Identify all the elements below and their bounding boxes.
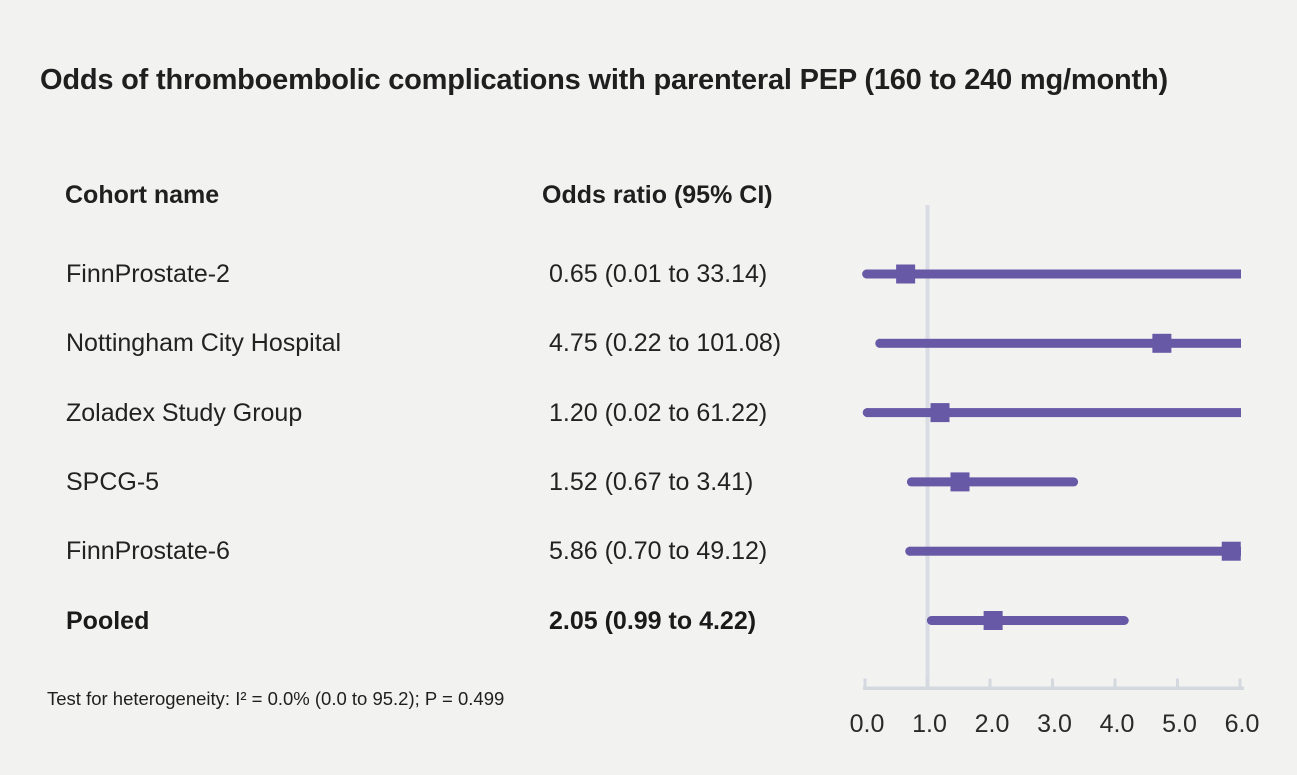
x-axis-tick (988, 678, 992, 688)
x-axis-tick (863, 678, 867, 688)
x-axis-tick (1051, 678, 1054, 688)
x-tick-label: 5.0 (1162, 710, 1197, 738)
odds-ratio-value-label: 1.20 (0.02 to 61.22) (549, 398, 768, 427)
ci-line (865, 269, 1241, 279)
ci-line (866, 408, 1241, 418)
odds-ratio-marker (983, 611, 1003, 630)
x-tick-label: 0.0 (850, 710, 885, 738)
x-tick-label: 6.0 (1225, 710, 1260, 738)
heterogeneity-note: Test for heterogeneity: I² = 0.0% (0.0 t… (47, 688, 505, 709)
odds-ratio-value-label: 0.65 (0.01 to 33.14) (549, 260, 768, 288)
ci-line-cap (862, 269, 872, 279)
odds-ratio-marker (930, 403, 950, 423)
x-axis-tick (1113, 678, 1117, 688)
cohort-name-label: FinnProstate-2 (66, 260, 230, 288)
ci-line-cap (862, 408, 872, 418)
ci-line-cap (905, 546, 915, 556)
ci-line-cap (875, 338, 885, 348)
odds-ratio-marker (896, 264, 916, 284)
x-tick-label: 4.0 (1100, 710, 1135, 738)
ci-line (878, 338, 1241, 348)
ci-line (908, 546, 1241, 556)
x-tick-label: 1.0 (912, 710, 947, 738)
cohort-name-label: FinnProstate-6 (66, 537, 230, 566)
x-axis-tick (926, 678, 929, 688)
odds-ratio-value-label: 5.86 (0.70 to 49.12) (549, 537, 768, 566)
odds-ratio-marker (1152, 333, 1172, 353)
ci-line (926, 616, 1129, 625)
odds-ratio-value-label: 2.05 (0.99 to 4.22) (549, 606, 757, 635)
odds-ratio-value-label: 1.52 (0.67 to 3.41) (549, 467, 754, 496)
odds-ratio-marker (1221, 541, 1241, 561)
x-tick-label: 2.0 (975, 710, 1010, 738)
cohort-name-label: SPCG-5 (66, 467, 160, 496)
column-header-odds-ratio: Odds ratio (95% CI) (542, 181, 773, 209)
ci-line (906, 477, 1079, 487)
cohort-name-label: Zoladex Study Group (66, 398, 303, 427)
reference-line (925, 205, 930, 688)
odds-ratio-value-label: 4.75 (0.22 to 101.08) (549, 329, 782, 358)
cohort-name-label: Nottingham City Hospital (66, 329, 342, 358)
chart-title: Odds of thromboembolic complications wit… (40, 64, 1168, 96)
x-axis-tick (1238, 678, 1242, 688)
column-header-cohort-name: Cohort name (65, 181, 220, 209)
cohort-name-label: Pooled (66, 606, 150, 635)
x-axis-tick (1176, 678, 1179, 688)
x-axis-line (863, 686, 1244, 690)
x-tick-label: 3.0 (1037, 710, 1072, 738)
odds-ratio-marker (950, 472, 970, 492)
